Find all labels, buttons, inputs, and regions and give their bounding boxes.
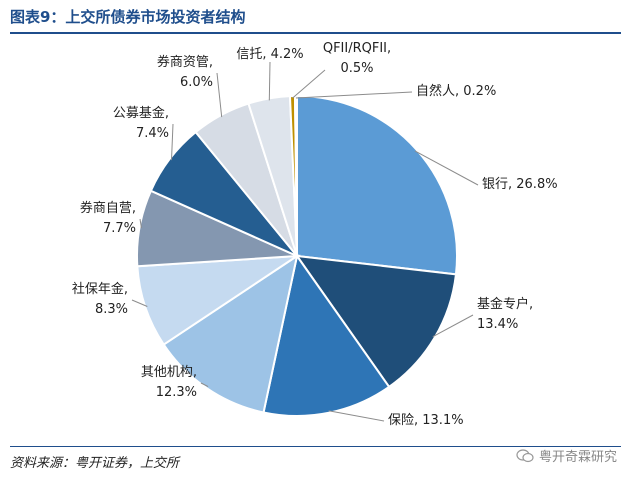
leader-line-6 (139, 218, 142, 229)
pie-slices (135, 94, 458, 417)
watermark-text: 粤开奇霖研究 (538, 450, 617, 465)
leader-line-2 (432, 314, 474, 338)
pie-slice-1 (296, 94, 458, 276)
leader-lines (131, 61, 479, 422)
wechat-icon (516, 448, 534, 462)
pie-slice-3 (262, 253, 391, 417)
slice-label-5: 社保年金, 8.3% (72, 281, 128, 317)
leader-line-4 (200, 382, 209, 388)
data-labels: 银行, 26.8% 基金专户, 13.4% 保险, 13.1% 其他机构, 12.3% 社保… (72, 41, 558, 428)
pie-chart: 银行, 26.8% 基金专户, 13.4% 保险, 13.1% 其他机构, 12.3% 社保… (72, 41, 558, 428)
source-note: 资料来源：粤开证券，上交所 (10, 456, 180, 471)
footer-divider (10, 446, 621, 447)
slice-label-6: 券商自营, 7.7% (80, 200, 136, 236)
slice-label-9: 信托, 4.2% (236, 47, 303, 62)
slice-label-4: 其他机构, 12.3% (141, 365, 197, 400)
slice-label-3: 保险, 13.1% (388, 413, 464, 428)
pie-slice-2 (294, 254, 458, 389)
leader-line-9 (268, 61, 271, 101)
slice-label-1: 银行, 26.8% (482, 177, 558, 192)
leader-line-1 (414, 150, 479, 186)
slice-label-11: 自然人, 0.2% (416, 83, 496, 99)
chart-title: 图表9：上交所债券市场投资者结构 (10, 8, 246, 26)
leader-line-8 (216, 72, 223, 118)
watermark: 粤开奇霖研究 (516, 446, 617, 465)
leader-line-10 (292, 69, 326, 99)
leader-line-3 (328, 410, 385, 422)
leader-line-7 (171, 123, 174, 161)
slice-label-8: 券商资管, 6.0% (157, 54, 213, 90)
pie-slice-4 (162, 253, 299, 414)
slice-label-2: 基金专户, 13.4% (477, 296, 533, 332)
slice-label-10: QFII/RQFII, 0.5% (323, 41, 391, 76)
slice-label-7: 公募基金, 7.4% (113, 105, 169, 141)
leader-line-5 (131, 299, 148, 307)
title-divider (10, 32, 621, 34)
leader-line-11 (295, 91, 413, 99)
